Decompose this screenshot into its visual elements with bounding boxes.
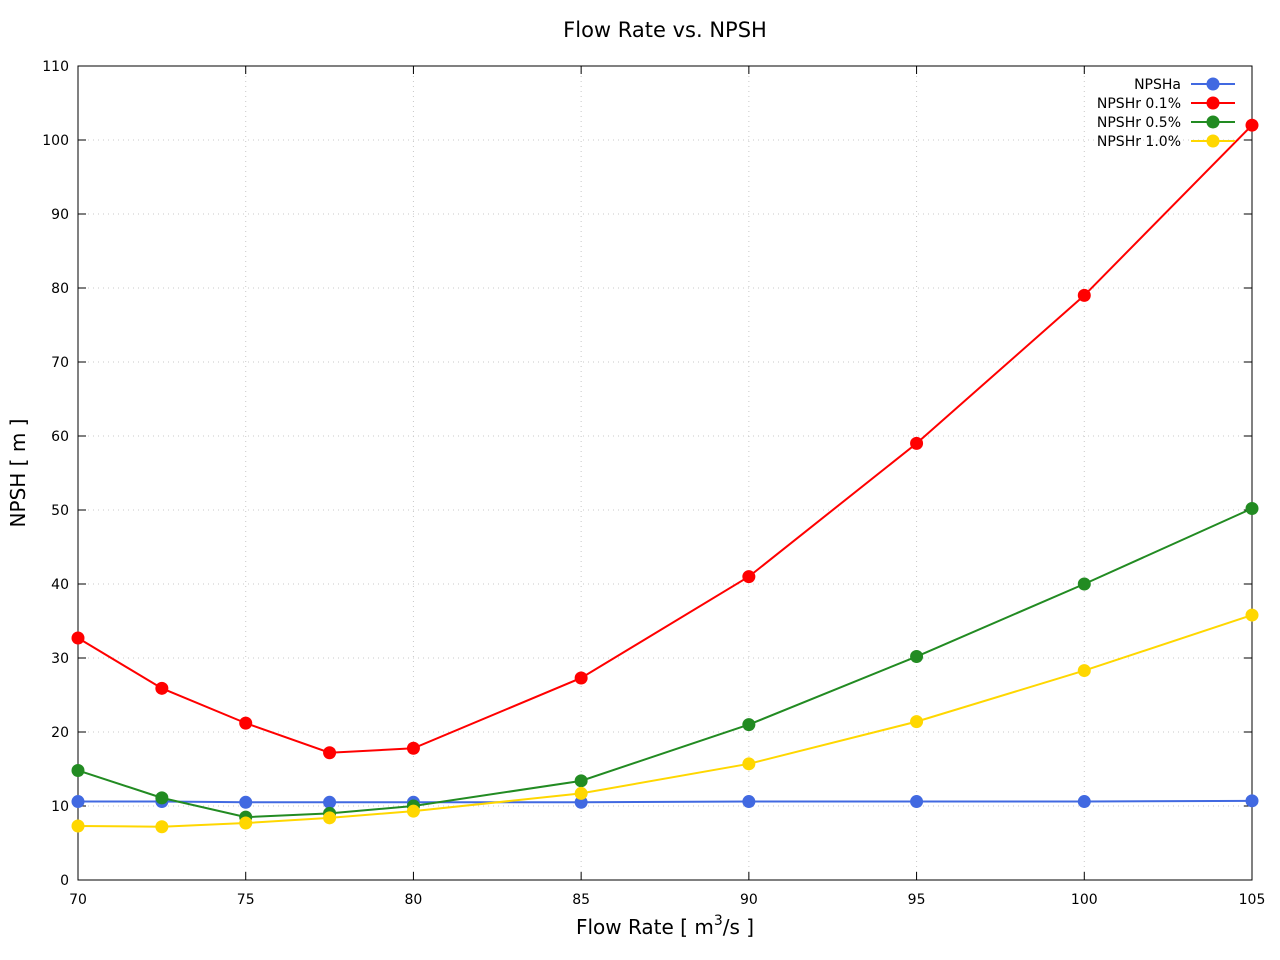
series-1-point <box>71 631 85 645</box>
series-group <box>71 118 1259 834</box>
series-2-point <box>574 774 588 788</box>
x-tick-label: 75 <box>237 892 255 908</box>
series-3-point <box>742 757 756 771</box>
y-tick-label: 80 <box>51 281 69 297</box>
series-0-point <box>742 795 756 809</box>
series-3-point <box>406 804 420 818</box>
y-tick-label: 20 <box>51 725 69 741</box>
grid <box>78 66 1252 880</box>
series-2-point <box>155 791 169 805</box>
series-3-line <box>77 614 1253 828</box>
x-axis-label-superscript: 3 <box>714 913 723 929</box>
series-3-point <box>1245 608 1259 622</box>
series-1-point <box>1245 118 1259 132</box>
legend-label: NPSHr 0.5% <box>1097 115 1181 131</box>
series-3-point <box>1077 664 1091 678</box>
plot-frame <box>77 65 1253 881</box>
series-1-line <box>77 124 1253 754</box>
legend-label: NPSHa <box>1134 77 1181 93</box>
series-2-point <box>71 763 85 777</box>
legend-label: NPSHr 1.0% <box>1097 134 1181 150</box>
series-0-point <box>71 795 85 809</box>
x-tick-label: 105 <box>1239 892 1266 908</box>
legend-marker <box>1206 115 1220 129</box>
series-2 <box>71 502 1259 824</box>
y-tick-label: 100 <box>42 133 69 149</box>
chart-title: Flow Rate vs. NPSH <box>563 18 767 42</box>
y-tick-label: 50 <box>51 503 69 519</box>
x-axis-label-main: Flow Rate [ m <box>576 915 714 939</box>
axis-ticks: 70 75 80 85 90 95 100 105 0 10 20 30 40 50 60 70 80 90 100… <box>42 59 1265 908</box>
y-tick-label: 40 <box>51 577 69 593</box>
series-1-point <box>239 716 253 730</box>
series-2-point <box>1077 577 1091 591</box>
series-1-point <box>742 570 756 584</box>
y-axis-label: NPSH [ m ] <box>6 419 30 528</box>
series-0-point <box>910 795 924 809</box>
x-tick-label: 95 <box>908 892 926 908</box>
y-tick-label: 70 <box>51 355 69 371</box>
series-2-point <box>1245 502 1259 516</box>
series-3-point <box>910 715 924 729</box>
y-tick-label: 30 <box>51 651 69 667</box>
series-0-point <box>1077 795 1091 809</box>
y-tick-label: 90 <box>51 207 69 223</box>
x-tick-label: 90 <box>740 892 758 908</box>
x-tick-label: 80 <box>405 892 423 908</box>
series-2-point <box>742 718 756 732</box>
series-3-point <box>155 820 169 834</box>
series-3 <box>71 608 1259 834</box>
series-1-point <box>323 746 337 760</box>
legend: NPSHa NPSHr 0.1% NPSHr 0.5% NPSHr 1.0% <box>1097 77 1235 150</box>
series-1-point <box>155 681 169 695</box>
x-tick-label: 70 <box>69 892 87 908</box>
series-0-point <box>239 795 253 809</box>
x-axis-label-suffix: /s ] <box>723 915 754 939</box>
series-3-point <box>71 819 85 833</box>
series-1-point <box>1077 288 1091 302</box>
x-tick-label: 100 <box>1071 892 1098 908</box>
series-3-point <box>239 816 253 830</box>
series-0-point <box>574 795 588 809</box>
series-2-line <box>77 507 1253 819</box>
legend-marker <box>1206 134 1220 148</box>
y-tick-label: 0 <box>60 873 69 889</box>
series-1-point <box>574 671 588 685</box>
y-tick-label: 60 <box>51 429 69 445</box>
x-tick-label: 85 <box>572 892 590 908</box>
series-2-point <box>910 650 924 664</box>
series-3-point <box>323 811 337 825</box>
series-1-point <box>910 436 924 450</box>
series-3-point <box>574 786 588 800</box>
series-0-point <box>1245 794 1259 808</box>
series-1 <box>71 118 1259 760</box>
y-tick-label: 110 <box>42 59 69 75</box>
legend-marker <box>1206 96 1220 110</box>
x-axis-label: Flow Rate [ m3/s ] <box>576 913 754 939</box>
series-0-line <box>78 799 1253 804</box>
y-tick-label: 10 <box>51 799 69 815</box>
series-0-point <box>323 795 337 809</box>
series-0 <box>71 794 1259 809</box>
legend-marker <box>1206 77 1220 91</box>
series-1-point <box>406 741 420 755</box>
legend-label: NPSHr 0.1% <box>1097 96 1181 112</box>
